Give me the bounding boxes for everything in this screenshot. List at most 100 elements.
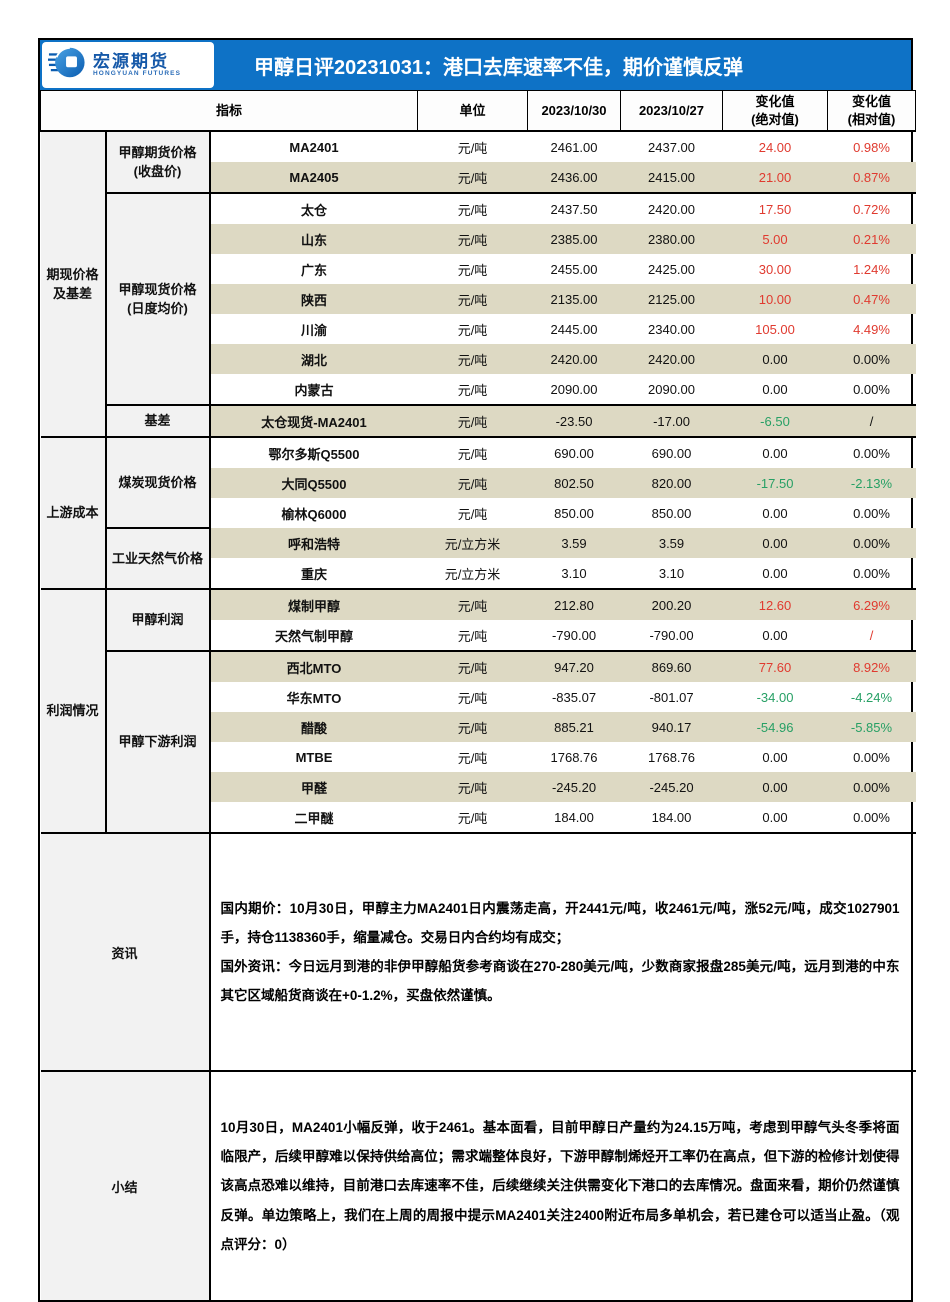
value-previous: 690.00	[651, 445, 692, 461]
change-absolute: 12.60	[722, 589, 828, 620]
change-absolute: 0.00	[722, 374, 828, 406]
value-previous: 2415.00	[620, 162, 723, 194]
change-absolute: 0.00	[722, 772, 828, 802]
indicator-name: 山东	[209, 224, 418, 254]
unit: 元/吨	[457, 202, 488, 218]
value-previous: 2420.00	[620, 344, 723, 374]
unit: 元/立方米	[417, 558, 528, 590]
hongyuan-logo-icon	[48, 44, 86, 87]
unit: 元/吨	[417, 405, 528, 438]
change-relative: 1.24%	[853, 261, 890, 277]
value-current: 690.00	[554, 445, 594, 461]
table-row: 湖北 元/吨 2420.00 2420.00 0.00 0.00%	[41, 344, 916, 374]
text-sections: 资讯 国内期价：10月30日，甲醇主力MA2401日内震荡走高，开2441元/吨…	[40, 832, 916, 1300]
change-relative: -2.13%	[827, 468, 916, 498]
value-previous: -790.00	[620, 620, 723, 652]
indicator-name: MA2405	[209, 162, 418, 194]
table-row: 重庆 元/立方米 3.10 3.10 0.00 0.00%	[41, 558, 916, 590]
table-row: MTBE 元/吨 1768.76 1768.76 0.00 0.00%	[41, 742, 916, 772]
change-absolute: 5.00	[722, 224, 828, 254]
change-absolute: 0.00	[722, 558, 828, 590]
table-row: 山东 元/吨 2385.00 2380.00 5.00 0.21%	[41, 224, 916, 254]
column-header-indicator: 指标	[40, 90, 418, 132]
indicator-name: 华东MTO	[286, 690, 342, 706]
change-absolute: 21.00	[722, 162, 828, 194]
value-previous: 2437.00	[648, 139, 695, 155]
logo-brand-subtitle: HONGYUAN FUTURES	[93, 69, 182, 77]
column-header-date1: 2023/10/30	[527, 90, 621, 132]
table-body: 期现价格 及基差 甲醇期货价格 (收盘价) MA2401 元/吨 2461.00 2437…	[40, 131, 916, 834]
change-absolute: -6.50	[722, 405, 828, 438]
indicator-name: 鄂尔多斯Q5500	[268, 446, 360, 462]
indicator-name: 榆林Q6000	[281, 506, 347, 522]
value-current: 947.20	[527, 651, 621, 682]
change-relative: 0.00%	[853, 505, 890, 521]
table-row: 华东MTO 元/吨 -835.07 -801.07 -34.00 -4.24%	[41, 682, 916, 712]
change-absolute: 0.00	[722, 344, 828, 374]
change-relative: 0.72%	[853, 201, 890, 217]
change-absolute: 0.00	[762, 749, 788, 765]
report-header: 宏源期货 HONGYUAN FUTURES 甲醇日评20231031：港口去库速…	[40, 40, 911, 90]
table-row: 川渝 元/吨 2445.00 2340.00 105.00 4.49%	[41, 314, 916, 344]
indicator-name: 重庆	[209, 558, 418, 590]
value-current: 3.59	[527, 528, 621, 558]
logo: 宏源期货 HONGYUAN FUTURES	[42, 42, 214, 88]
table-row: 广东 元/吨 2455.00 2425.00 30.00 1.24%	[41, 254, 916, 284]
change-absolute: 0.00	[722, 620, 828, 652]
change-relative: 0.00%	[827, 374, 916, 406]
indicator-name: 大同Q5500	[209, 468, 418, 498]
indicator-name: 煤制甲醇	[209, 589, 418, 620]
unit: 元/吨	[417, 374, 528, 406]
indicator-name: 太仓	[300, 202, 327, 218]
indicator-name: 醋酸	[209, 712, 418, 742]
group-label: 期现价格 及基差	[40, 131, 107, 438]
report-title: 甲醇日评20231031：港口去库速率不佳，期价谨慎反弹	[254, 56, 743, 79]
value-current: -790.00	[527, 620, 621, 652]
indicator-name: 广东	[300, 262, 327, 278]
indicator-name: MTBE	[295, 749, 333, 765]
unit: 元/吨	[457, 690, 488, 706]
change-relative: 4.49%	[853, 321, 890, 337]
table-row: 工业天然气价格 呼和浩特 元/立方米 3.59 3.59 0.00 0.00%	[41, 528, 916, 590]
change-absolute: 0.00	[722, 528, 828, 558]
unit: 元/吨	[417, 162, 528, 194]
logo-brand-name: 宏源期货	[93, 51, 169, 71]
table-row: 陕西 元/吨 2135.00 2125.00 10.00 0.47%	[41, 284, 916, 314]
change-relative: -5.85%	[827, 712, 916, 742]
value-previous: 2125.00	[620, 284, 723, 314]
table-row: 上游成本 煤炭现货价格 鄂尔多斯Q5500 元/吨 690.00 690.00 0.00 0.…	[40, 437, 916, 590]
value-previous: 3.59	[620, 528, 723, 558]
change-relative: 6.29%	[827, 589, 916, 620]
value-previous: 850.00	[651, 505, 692, 521]
indicator-name: 呼和浩特	[209, 528, 418, 558]
value-current: 2455.00	[550, 261, 598, 277]
value-current: -23.50	[527, 405, 621, 438]
table-row: 内蒙古 元/吨 2090.00 2090.00 0.00 0.00%	[41, 374, 916, 406]
summary-label: 小结	[40, 1070, 211, 1300]
change-absolute: 17.50	[758, 201, 792, 217]
unit: 元/吨	[457, 506, 488, 522]
unit: 元/吨	[457, 750, 488, 766]
indicator-name: 二甲醚	[294, 810, 334, 826]
column-header-date2: 2023/10/27	[620, 90, 723, 132]
change-relative: 0.00%	[827, 558, 916, 590]
value-current: 2461.00	[550, 139, 598, 155]
summary-content: 10月30日，MA2401小幅反弹，收于2461。基本面看，目前甲醇日产量约为2…	[209, 1070, 916, 1300]
subgroup-label: 煤炭现货价格	[105, 437, 211, 529]
value-previous: -17.00	[620, 405, 723, 438]
change-absolute: 30.00	[758, 261, 792, 277]
value-current: 2135.00	[527, 284, 621, 314]
change-relative: 0.00%	[827, 344, 916, 374]
value-current: -245.20	[527, 772, 621, 802]
change-relative: /	[827, 405, 916, 438]
change-relative: 0.00%	[853, 445, 890, 461]
unit: 元/吨	[457, 262, 488, 278]
column-header-abs-change: 变化值 (绝对值)	[722, 90, 828, 132]
change-absolute: -34.00	[756, 689, 794, 705]
value-previous: 2340.00	[648, 321, 695, 337]
group-label: 上游成本	[40, 437, 107, 590]
table-row: 天然气制甲醇 元/吨 -790.00 -790.00 0.00/	[41, 620, 916, 652]
unit: 元/立方米	[417, 528, 528, 558]
table-row: 二甲醚 元/吨 184.00 184.00 0.00 0.00%	[41, 802, 916, 833]
